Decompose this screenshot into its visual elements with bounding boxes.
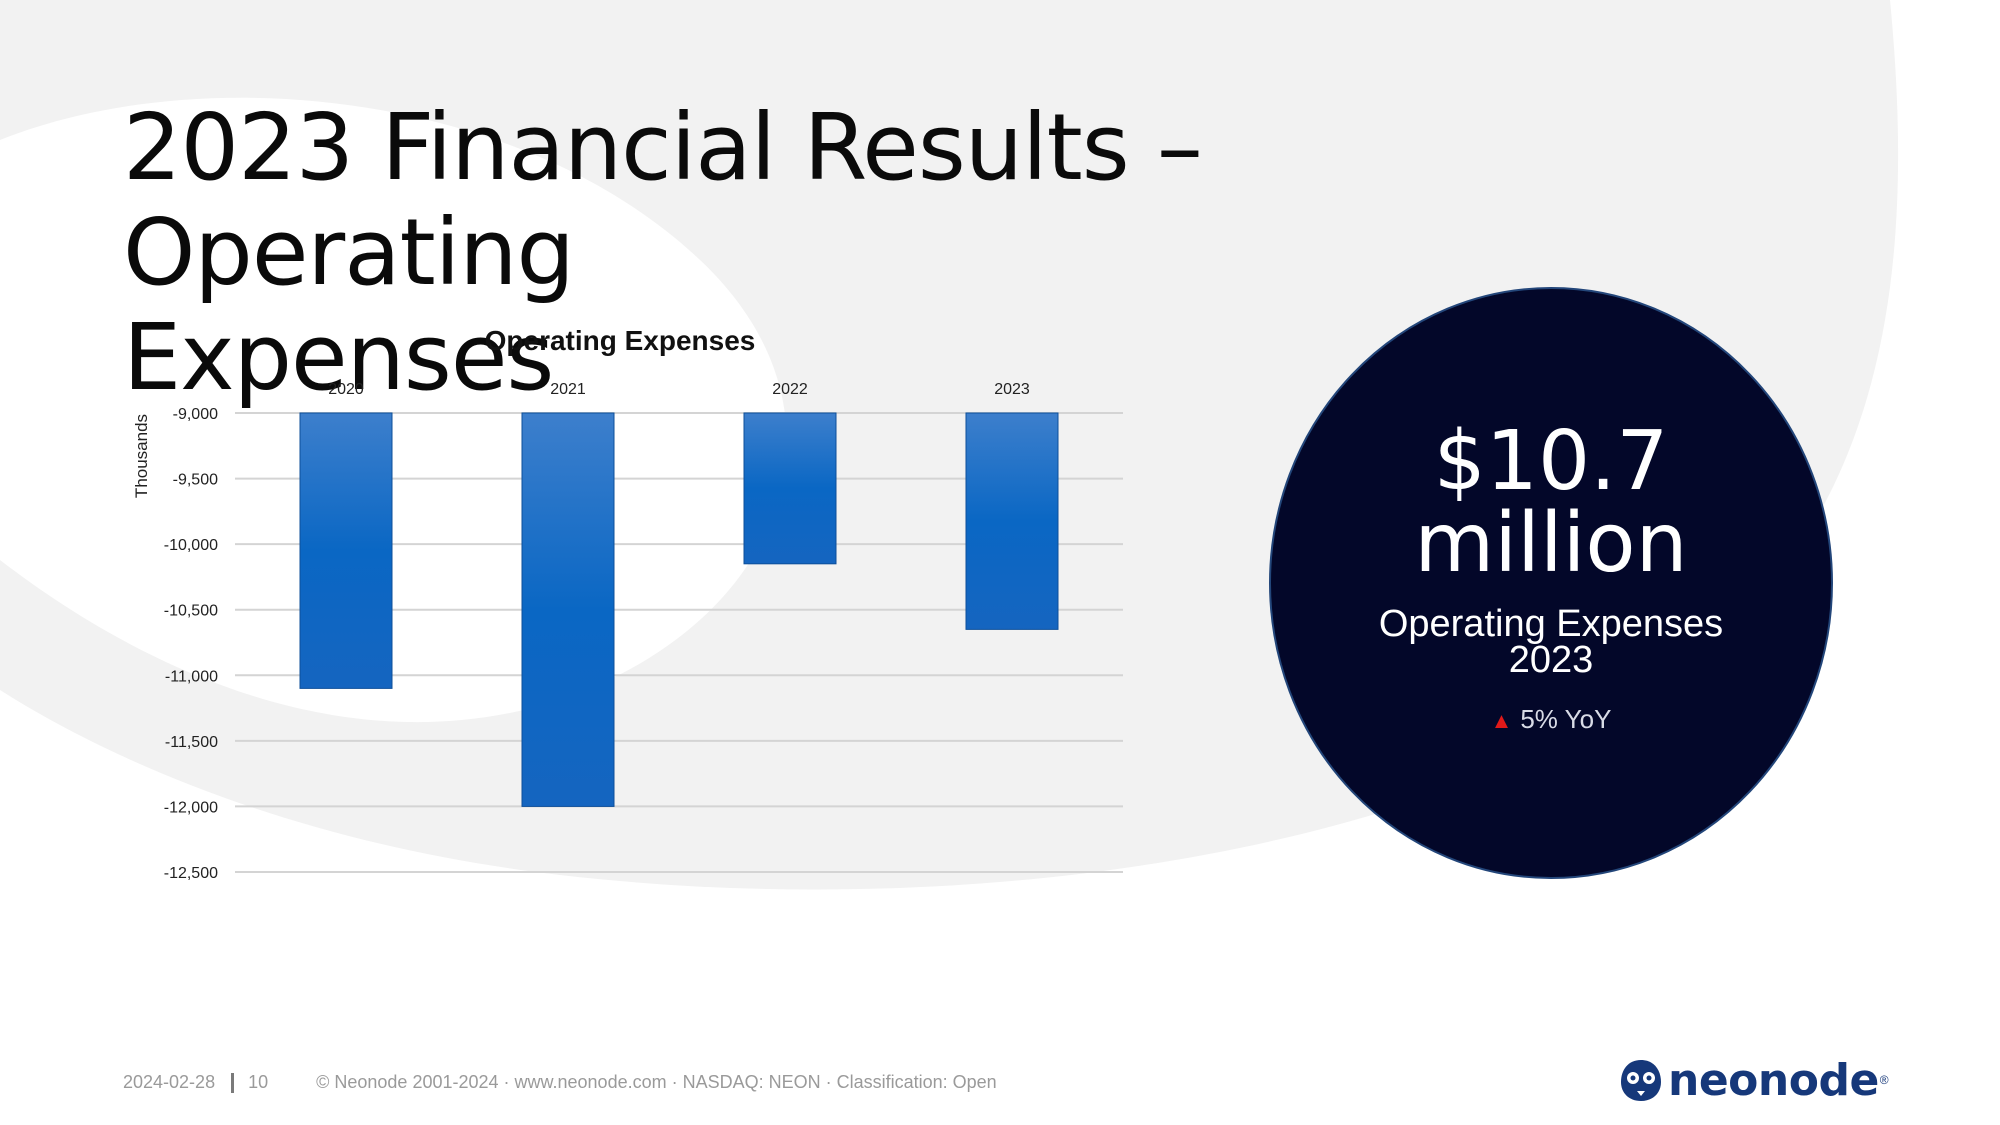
- slide-title-line2: Expenses: [123, 304, 554, 411]
- bar-2022: [743, 412, 837, 565]
- logo-registered-mark: ®: [1879, 1073, 1889, 1087]
- bar-2020: [299, 412, 393, 689]
- x-tick-label: 2022: [772, 381, 808, 398]
- kpi-label: Operating Expenses 2023: [1268, 603, 1834, 681]
- kpi-yoy-text: 5% YoY: [1520, 704, 1612, 734]
- bar-2023: [965, 412, 1059, 630]
- logo-text: neonode: [1668, 1054, 1879, 1106]
- y-tick-labels: -9,000 -9,500 -10,000 -10,500 -11,000 -11,500…: [164, 406, 218, 882]
- kpi-circle: $10.7 million Operating Expenses 2023 ▲ 5…: [1268, 286, 1834, 880]
- x-tick-label: 2023: [994, 381, 1030, 398]
- up-triangle-icon: ▲: [1490, 708, 1513, 733]
- kpi-label-line1: Operating Expenses: [1378, 603, 1724, 645]
- neonode-owl-icon: [1621, 1060, 1661, 1101]
- y-tick-label: -11,000: [165, 668, 218, 685]
- bar-2021: [521, 412, 615, 807]
- kpi-yoy: ▲ 5% YoY: [1268, 704, 1834, 736]
- kpi-circle-background: [1269, 287, 1833, 879]
- footer: 2024-02-28 10 © Neonode 2001-2024 · www.ne…: [123, 1072, 997, 1094]
- y-axis-label: Thousands: [132, 414, 151, 498]
- x-tick-label: 2020: [328, 381, 364, 398]
- kpi-ellipse: [1269, 287, 1833, 879]
- x-tick-label: 2021: [550, 381, 586, 398]
- bars: [299, 412, 1059, 807]
- footer-divider: [231, 1073, 235, 1094]
- footer-copyright: © Neonode 2001-2024 · www.neonode.com · …: [316, 1072, 997, 1092]
- y-tick-label: -11,500: [165, 734, 218, 751]
- y-tick-label: -9,500: [173, 472, 218, 489]
- y-tick-label: -10,000: [164, 537, 218, 554]
- kpi-value-line2: million: [1414, 496, 1688, 591]
- kpi-value: $10.7 million: [1268, 421, 1834, 585]
- y-tick-label: -12,000: [164, 799, 218, 816]
- y-tick-label: -9,000: [173, 406, 218, 423]
- y-tick-label: -12,500: [164, 865, 218, 882]
- kpi-value-line1: $10.7: [1433, 414, 1669, 509]
- y-tick-label: -10,500: [164, 603, 218, 620]
- kpi-label-line2: 2023: [1508, 639, 1594, 681]
- footer-date: 2024-02-28: [123, 1072, 216, 1092]
- neonode-logo: neonode ®: [1620, 1054, 1889, 1106]
- chart-title: Operating Expenses: [485, 325, 756, 356]
- slide-title-line1: 2023 Financial Results – Operating: [123, 94, 1203, 306]
- slide-title: 2023 Financial Results – Operating Expen…: [123, 95, 1623, 410]
- footer-page-number: 10: [248, 1072, 269, 1092]
- x-tick-labels: 2020 2021 2022 2023: [328, 381, 1030, 398]
